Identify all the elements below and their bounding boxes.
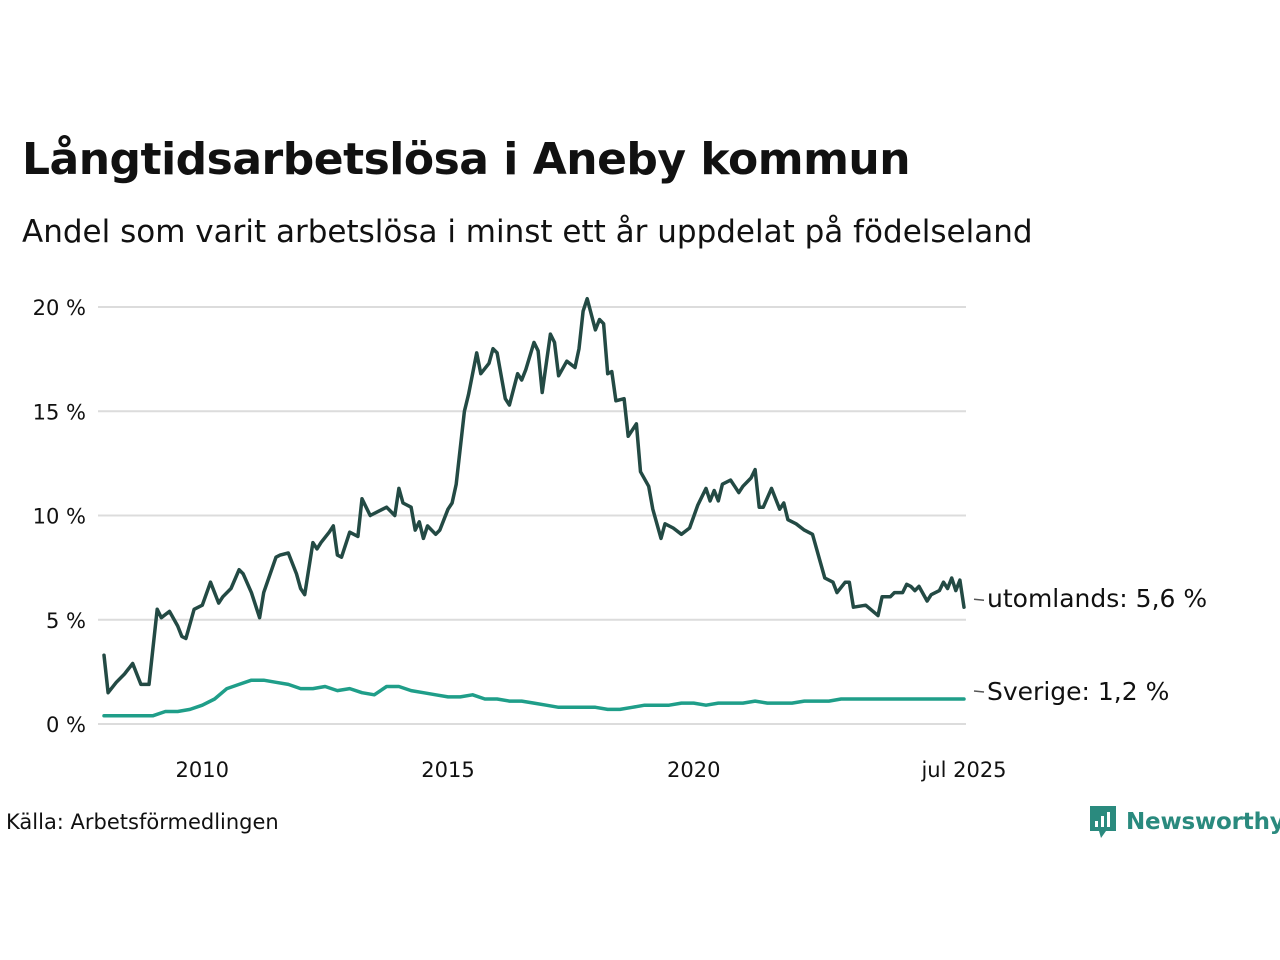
- x-tick-label: 2015: [421, 758, 474, 782]
- end-label-connector: [973, 598, 985, 601]
- newsworthy-logo-icon: [1090, 806, 1116, 838]
- x-axis: 2010 2015 2020 jul 2025: [176, 758, 1007, 782]
- x-tick-label: jul 2025: [920, 758, 1006, 782]
- brand-logo: Newsworthy: [1088, 804, 1280, 840]
- series-line-sverige: [102, 678, 966, 718]
- y-tick-label: 10 %: [33, 505, 86, 529]
- y-tick-label: 20 %: [33, 296, 86, 320]
- source-note: Källa: Arbetsförmedlingen: [6, 810, 279, 834]
- y-axis: 0 % 5 % 10 % 15 % 20 %: [33, 296, 86, 737]
- y-tick-label: 0 %: [46, 713, 86, 737]
- y-tick-label: 15 %: [33, 400, 86, 424]
- x-tick-label: 2010: [176, 758, 229, 782]
- end-label-utomlands: utomlands: 5,6 %: [987, 584, 1207, 613]
- end-labels: utomlands: 5,6 % Sverige: 1,2 %: [973, 584, 1207, 706]
- series-lines: [102, 296, 966, 718]
- y-tick-label: 5 %: [46, 609, 86, 633]
- brand-name: Newsworthy: [1126, 809, 1280, 835]
- end-label-connector: [973, 690, 985, 693]
- chart-title: Långtidsarbetslösa i Aneby kommun: [22, 134, 911, 185]
- gridlines: [98, 306, 966, 725]
- end-label-sverige: Sverige: 1,2 %: [987, 677, 1169, 706]
- chart-subtitle: Andel som varit arbetslösa i minst ett å…: [22, 214, 1033, 250]
- series-line-utomlands: [102, 296, 966, 695]
- x-tick-label: 2020: [667, 758, 720, 782]
